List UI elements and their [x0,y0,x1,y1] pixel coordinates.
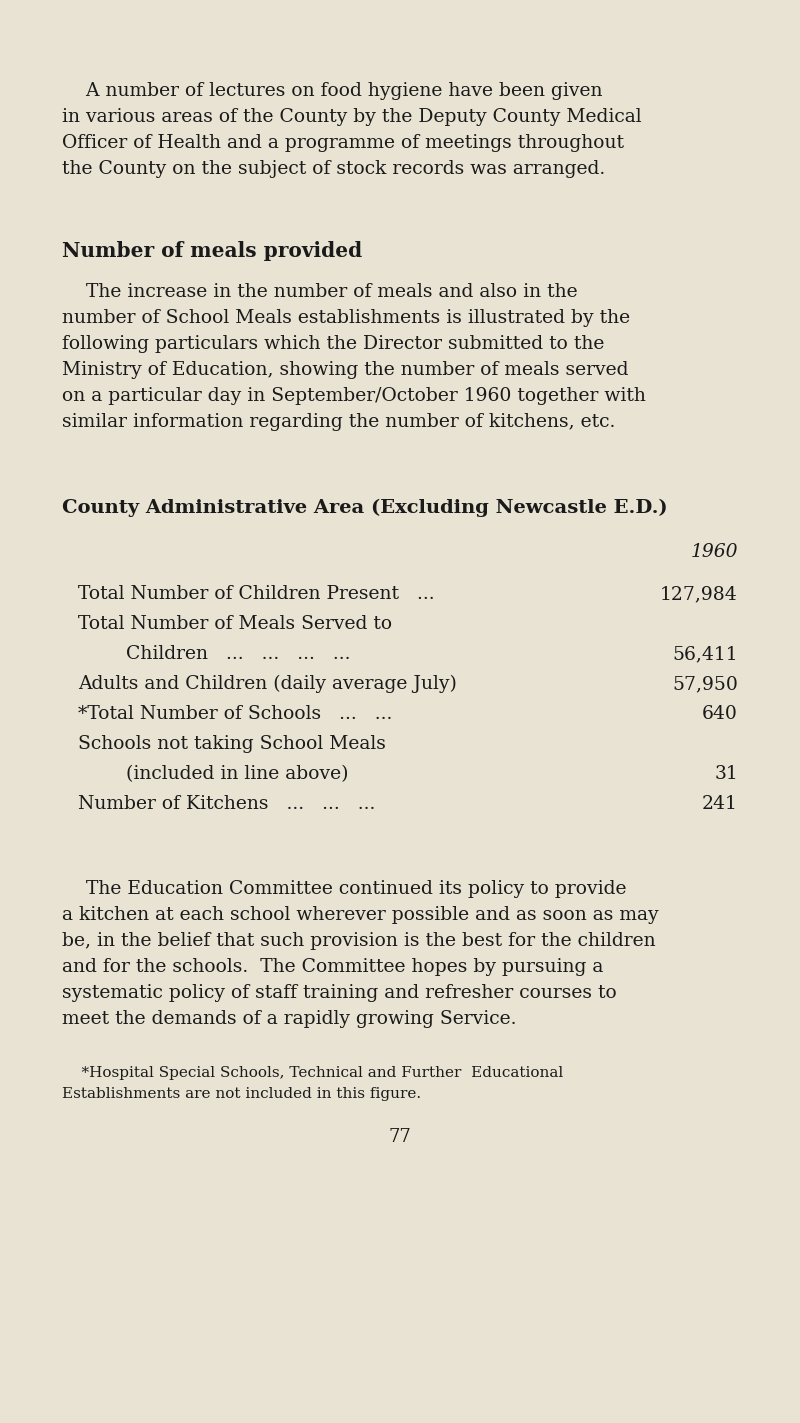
Text: Total Number of Meals Served to: Total Number of Meals Served to [78,615,392,633]
Text: systematic policy of staff training and refresher courses to: systematic policy of staff training and … [62,983,617,1002]
Text: The increase in the number of meals and also in the: The increase in the number of meals and … [62,283,578,302]
Text: County Administrative Area (Excluding Newcastle E.D.): County Administrative Area (Excluding Ne… [62,499,668,517]
Text: 241: 241 [702,795,738,813]
Text: 31: 31 [714,766,738,783]
Text: Ministry of Education, showing the number of meals served: Ministry of Education, showing the numbe… [62,361,629,379]
Text: be, in the belief that such provision is the best for the children: be, in the belief that such provision is… [62,932,656,951]
Text: *Hospital Special Schools, Technical and Further  Educational: *Hospital Special Schools, Technical and… [62,1066,563,1080]
Text: 56,411: 56,411 [672,645,738,663]
Text: A number of lectures on food hygiene have been given: A number of lectures on food hygiene hav… [62,83,602,100]
Text: 57,950: 57,950 [672,675,738,693]
Text: and for the schools.  The Committee hopes by pursuing a: and for the schools. The Committee hopes… [62,958,603,976]
Text: on a particular day in September/October 1960 together with: on a particular day in September/October… [62,387,646,406]
Text: The Education Committee continued its policy to provide: The Education Committee continued its po… [62,879,626,898]
Text: the County on the subject of stock records was arranged.: the County on the subject of stock recor… [62,159,606,178]
Text: Total Number of Children Present   ...: Total Number of Children Present ... [78,585,434,603]
Text: *Total Number of Schools   ...   ...: *Total Number of Schools ... ... [78,704,392,723]
Text: following particulars which the Director submitted to the: following particulars which the Director… [62,334,604,353]
Text: similar information regarding the number of kitchens, etc.: similar information regarding the number… [62,413,615,431]
Text: Establishments are not included in this figure.: Establishments are not included in this … [62,1087,421,1101]
Text: Number of Kitchens   ...   ...   ...: Number of Kitchens ... ... ... [78,795,375,813]
Text: 640: 640 [702,704,738,723]
Text: Officer of Health and a programme of meetings throughout: Officer of Health and a programme of mee… [62,134,624,152]
Text: number of School Meals establishments is illustrated by the: number of School Meals establishments is… [62,309,630,327]
Text: a kitchen at each school wherever possible and as soon as may: a kitchen at each school wherever possib… [62,906,658,924]
Text: Schools not taking School Meals: Schools not taking School Meals [78,736,386,753]
Text: Adults and Children (daily average July): Adults and Children (daily average July) [78,675,457,693]
Text: (included in line above): (included in line above) [78,766,349,783]
Text: 127,984: 127,984 [660,585,738,603]
Text: Children   ...   ...   ...   ...: Children ... ... ... ... [78,645,350,663]
Text: in various areas of the County by the Deputy County Medical: in various areas of the County by the De… [62,108,642,127]
Text: Number of meals provided: Number of meals provided [62,240,362,260]
Text: 1960: 1960 [690,544,738,561]
Text: meet the demands of a rapidly growing Service.: meet the demands of a rapidly growing Se… [62,1010,517,1027]
Text: 77: 77 [389,1128,411,1146]
